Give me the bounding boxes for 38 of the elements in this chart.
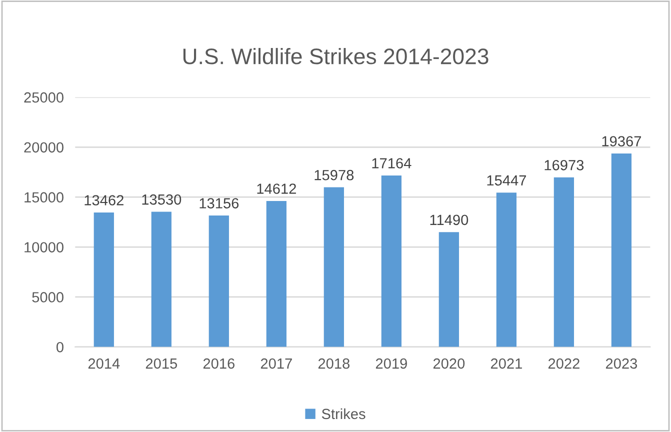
y-tick-label: 10000	[24, 242, 64, 252]
bar	[94, 212, 114, 347]
data-label: 19367	[602, 136, 641, 146]
bar	[208, 215, 229, 347]
bar	[324, 187, 344, 347]
data-label: 14612	[257, 184, 296, 194]
y-tick-label: 15000	[24, 192, 64, 203]
x-tick-label: 2018	[318, 358, 350, 369]
x-tick-label: 2017	[260, 358, 292, 369]
bar	[496, 192, 516, 347]
bar	[381, 175, 402, 347]
y-tick-label: 25000	[24, 92, 64, 103]
bar	[611, 153, 632, 347]
data-label: 13530	[142, 194, 182, 205]
x-tick-label: 2022	[548, 358, 580, 369]
y-tick-label: 0	[56, 342, 64, 352]
x-tick-label: 2019	[376, 358, 407, 369]
data-label: 13156	[200, 198, 239, 208]
data-label: 15978	[314, 170, 354, 180]
data-label: 15447	[487, 175, 526, 186]
legend-label: Strikes	[322, 408, 366, 420]
data-label: 16973	[544, 160, 584, 170]
chart-title: U.S. Wildlife Strikes 2014-2023	[183, 48, 488, 64]
x-tick-label: 2014	[88, 358, 120, 369]
data-label: 17164	[372, 158, 412, 168]
bar	[151, 212, 172, 347]
bar	[438, 232, 459, 347]
data-label: 11490	[430, 214, 468, 226]
bar	[554, 177, 574, 347]
bar	[266, 200, 286, 347]
x-tick-label: 2021	[490, 358, 522, 369]
x-tick-label: 2016	[203, 358, 234, 369]
y-tick-label: 5000	[32, 292, 64, 302]
y-tick-label: 20000	[24, 142, 64, 153]
x-tick-label: 2023	[606, 358, 638, 369]
x-tick-label: 2015	[146, 358, 178, 369]
data-label: 13462	[84, 195, 124, 206]
x-tick-label: 2020	[433, 358, 465, 369]
